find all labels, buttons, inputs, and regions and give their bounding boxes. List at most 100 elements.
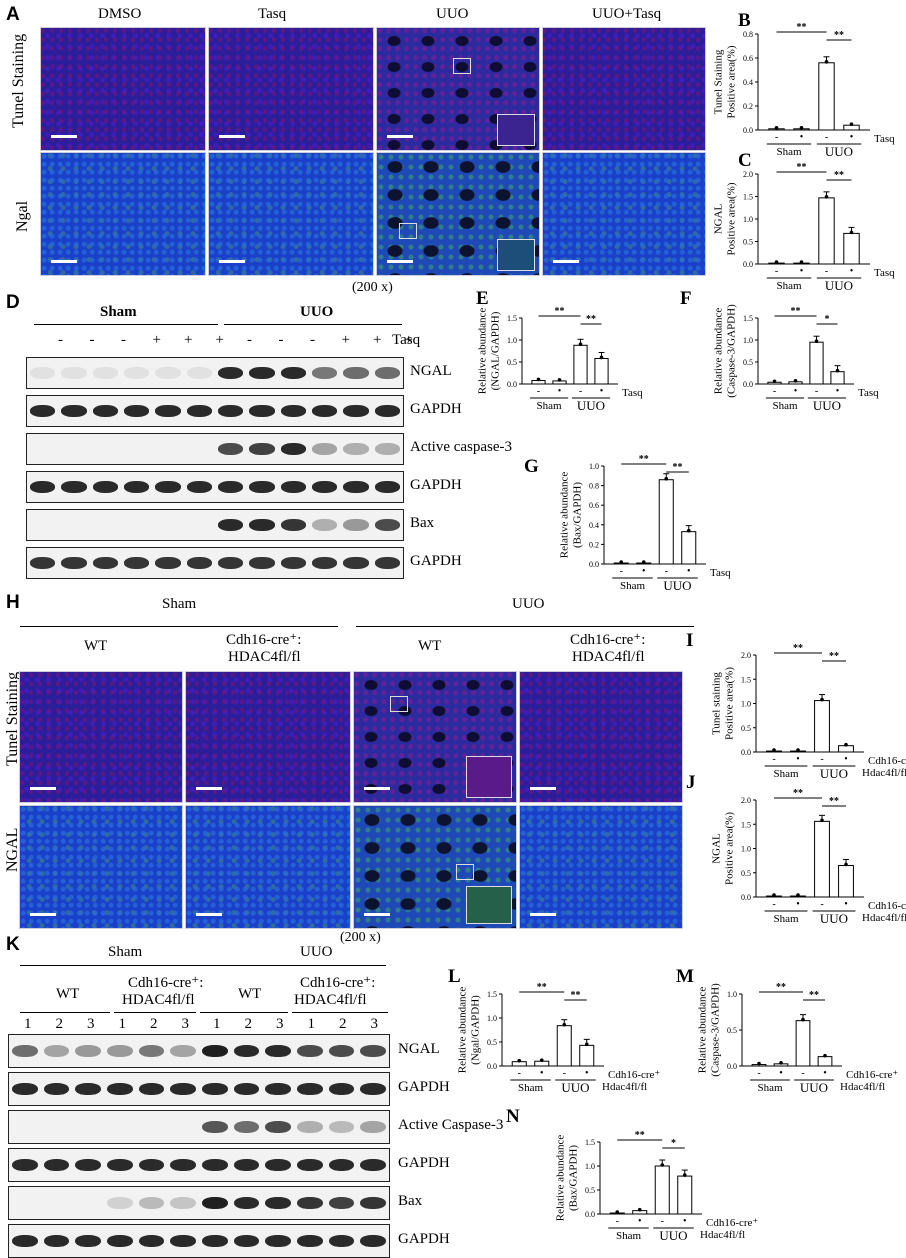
x-sign: •	[850, 132, 854, 143]
x-sign: •	[823, 1068, 827, 1079]
data-point	[682, 1173, 687, 1177]
x-sign: •	[794, 386, 798, 397]
data-point	[820, 818, 824, 823]
treatment-label: Hdac4fl/fl	[700, 1229, 745, 1241]
data-point	[641, 560, 646, 564]
blot-label: GAPDH	[410, 401, 462, 417]
data-point	[824, 60, 829, 64]
micrograph	[19, 805, 183, 929]
group-label: UUO	[561, 1080, 589, 1095]
y-tick-label: 1.0	[507, 336, 517, 345]
col-header: UUO	[436, 6, 469, 22]
lane-number: 3	[370, 1016, 379, 1032]
x-sign: •	[638, 1216, 642, 1227]
y-axis-label: Tunel Staining	[713, 49, 725, 114]
sig-marker: **	[776, 982, 786, 993]
lane-number: 3	[87, 1016, 95, 1032]
data-point	[686, 528, 691, 533]
micrograph	[19, 671, 183, 803]
bar	[843, 232, 860, 265]
data-point	[664, 476, 669, 481]
treatment-label: Cdh16-cre⁺	[846, 1069, 898, 1081]
data-point	[637, 1207, 642, 1212]
y-axis-label: (Bax/GAPDH)	[572, 482, 584, 548]
x-sign: -	[815, 386, 818, 397]
y-tick-label: 0.0	[727, 1062, 737, 1071]
x-sign: •	[836, 386, 840, 397]
sig-marker: **	[834, 30, 844, 41]
y-axis-label: (NGAL/GAPDH)	[490, 311, 502, 390]
data-point	[557, 378, 562, 382]
bar	[814, 700, 830, 753]
bar	[573, 344, 588, 385]
bar	[809, 341, 824, 385]
bar	[814, 820, 830, 898]
y-tick-label: 1.5	[585, 1138, 595, 1147]
treatment-label: Tasq	[874, 133, 895, 145]
subgroup-label: WT	[56, 986, 80, 1002]
y-tick-label: 1.0	[743, 336, 753, 345]
panel-label-g: G	[524, 456, 539, 477]
sig-marker: **	[586, 314, 596, 325]
micrograph	[519, 671, 683, 803]
y-axis-label: NGAL	[713, 203, 725, 234]
group-label: Sham	[772, 400, 798, 412]
micrograph	[519, 805, 683, 929]
data-point	[799, 126, 804, 130]
bar	[838, 745, 854, 753]
group-label: Sham	[757, 1082, 783, 1094]
blot-label: NGAL	[410, 363, 452, 379]
x-sign: •	[540, 1068, 544, 1079]
y-tick-label: 1.5	[507, 314, 517, 323]
blot-label: GAPDH	[398, 1155, 450, 1171]
sig-marker: **	[834, 170, 844, 181]
group-label: UUO	[813, 398, 841, 413]
lane-number: 1	[24, 1016, 32, 1032]
blot-label: Bax	[410, 515, 435, 531]
sig-marker: **	[555, 306, 565, 317]
subgroup-label: HDAC4fl/fl	[122, 992, 195, 1008]
micrograph	[353, 671, 517, 803]
y-tick-label: 0.0	[741, 893, 751, 902]
y-axis-label: Relative abundance	[713, 308, 725, 395]
y-tick-label: 0.5	[741, 724, 751, 733]
y-tick-label: 0.5	[507, 358, 517, 367]
treatment-label: Cdh16-cre⁺	[706, 1217, 758, 1229]
lane-number: 2	[150, 1016, 158, 1032]
bar	[838, 864, 854, 898]
x-sign: -	[579, 386, 582, 397]
treatment-label: Hdac4fl/fl	[862, 767, 906, 779]
y-tick-label: 0.5	[487, 1038, 497, 1047]
bar	[594, 357, 609, 385]
col-header: HDAC4fl/fl	[572, 649, 645, 665]
x-sign: •	[796, 754, 800, 765]
sig-marker: **	[829, 651, 839, 662]
x-sign: -	[772, 754, 775, 765]
data-point	[615, 1210, 620, 1214]
treatment-label: Tasq	[622, 387, 643, 399]
y-tick-label: 0.5	[727, 1026, 737, 1035]
blot-label: GAPDH	[410, 553, 462, 569]
panel-label-d: D	[6, 292, 20, 313]
col-header: Cdh16-cre⁺:	[226, 632, 302, 648]
blot-label: GAPDH	[398, 1231, 450, 1247]
y-tick-label: 1.0	[743, 215, 753, 224]
data-point	[779, 1061, 783, 1065]
y-axis-label: Positive area(%)	[726, 182, 738, 255]
y-tick-label: 1.0	[585, 1162, 595, 1171]
lane-sign: -	[89, 332, 95, 348]
y-axis-label: (Bax/GAPDH)	[568, 1145, 580, 1211]
group-label: UUO	[800, 1080, 828, 1095]
blot-strip	[8, 1034, 390, 1068]
y-tick-label: 0.4	[589, 521, 599, 530]
sig-marker: **	[797, 22, 807, 33]
group-label: UUO	[300, 304, 334, 320]
data-point	[539, 1058, 544, 1062]
treatment-label: Hdac4fl/fl	[840, 1081, 885, 1093]
x-sign: -	[537, 386, 540, 397]
x-sign: •	[683, 1216, 687, 1227]
x-sign: -	[820, 899, 823, 910]
y-tick-label: 0.0	[585, 1210, 595, 1219]
treatment-label: Cdh16-cre⁺	[868, 900, 906, 912]
y-axis-label: Relative abundance	[559, 472, 571, 559]
